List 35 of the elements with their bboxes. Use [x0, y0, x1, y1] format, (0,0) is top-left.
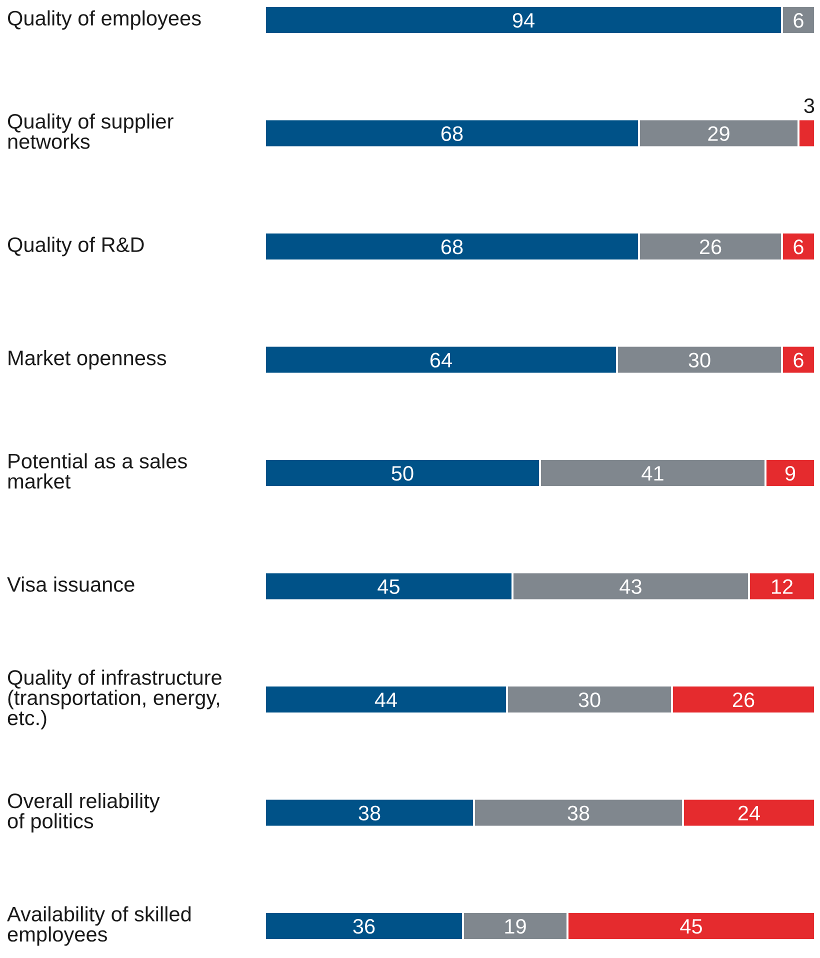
data-label: 29 — [708, 126, 730, 142]
y-tick-label: Quality of employees — [8, 10, 201, 30]
data-label: 30 — [688, 352, 710, 368]
data-label: 6 — [794, 13, 804, 28]
data-label: 6 — [794, 240, 804, 254]
data-label: 3 — [804, 98, 814, 114]
y-tick-label: Visa issuance — [7, 576, 134, 592]
data-label: 45 — [680, 919, 702, 934]
data-label: 6 — [794, 352, 804, 368]
data-label: 9 — [785, 466, 796, 481]
y-tick-label: Market openness — [8, 350, 166, 370]
data-label: 38 — [358, 806, 380, 821]
data-label: 68 — [441, 126, 463, 142]
data-label: 68 — [441, 240, 463, 254]
data-label: 26 — [700, 240, 722, 254]
data-label: 30 — [578, 692, 600, 708]
y-tick-label: Potential as a sales market — [8, 453, 187, 489]
data-label: 36 — [353, 919, 375, 934]
data-label: 12 — [772, 579, 793, 594]
data-label: 38 — [568, 806, 590, 821]
data-label: 43 — [620, 579, 642, 594]
data-label: 45 — [378, 579, 400, 594]
y-tick-label: Quality of R&D — [8, 236, 144, 256]
data-label: 41 — [642, 466, 664, 481]
y-tick-label: Quality of infrastructure (transportation, energy, etc.) — [8, 670, 222, 730]
y-tick-label: Overall reliability of politics — [8, 792, 160, 833]
data-label: 94 — [512, 13, 534, 28]
y-tick-label: Availability of skilled employees — [7, 906, 191, 946]
data-label: 24 — [738, 806, 760, 820]
data-label: 64 — [430, 352, 452, 368]
data-label: 19 — [505, 919, 526, 934]
data-label: 26 — [732, 692, 754, 708]
data-label: 44 — [374, 692, 397, 708]
y-tick-label: Quality of supplier networks — [8, 113, 174, 149]
data-label: 50 — [392, 466, 414, 481]
